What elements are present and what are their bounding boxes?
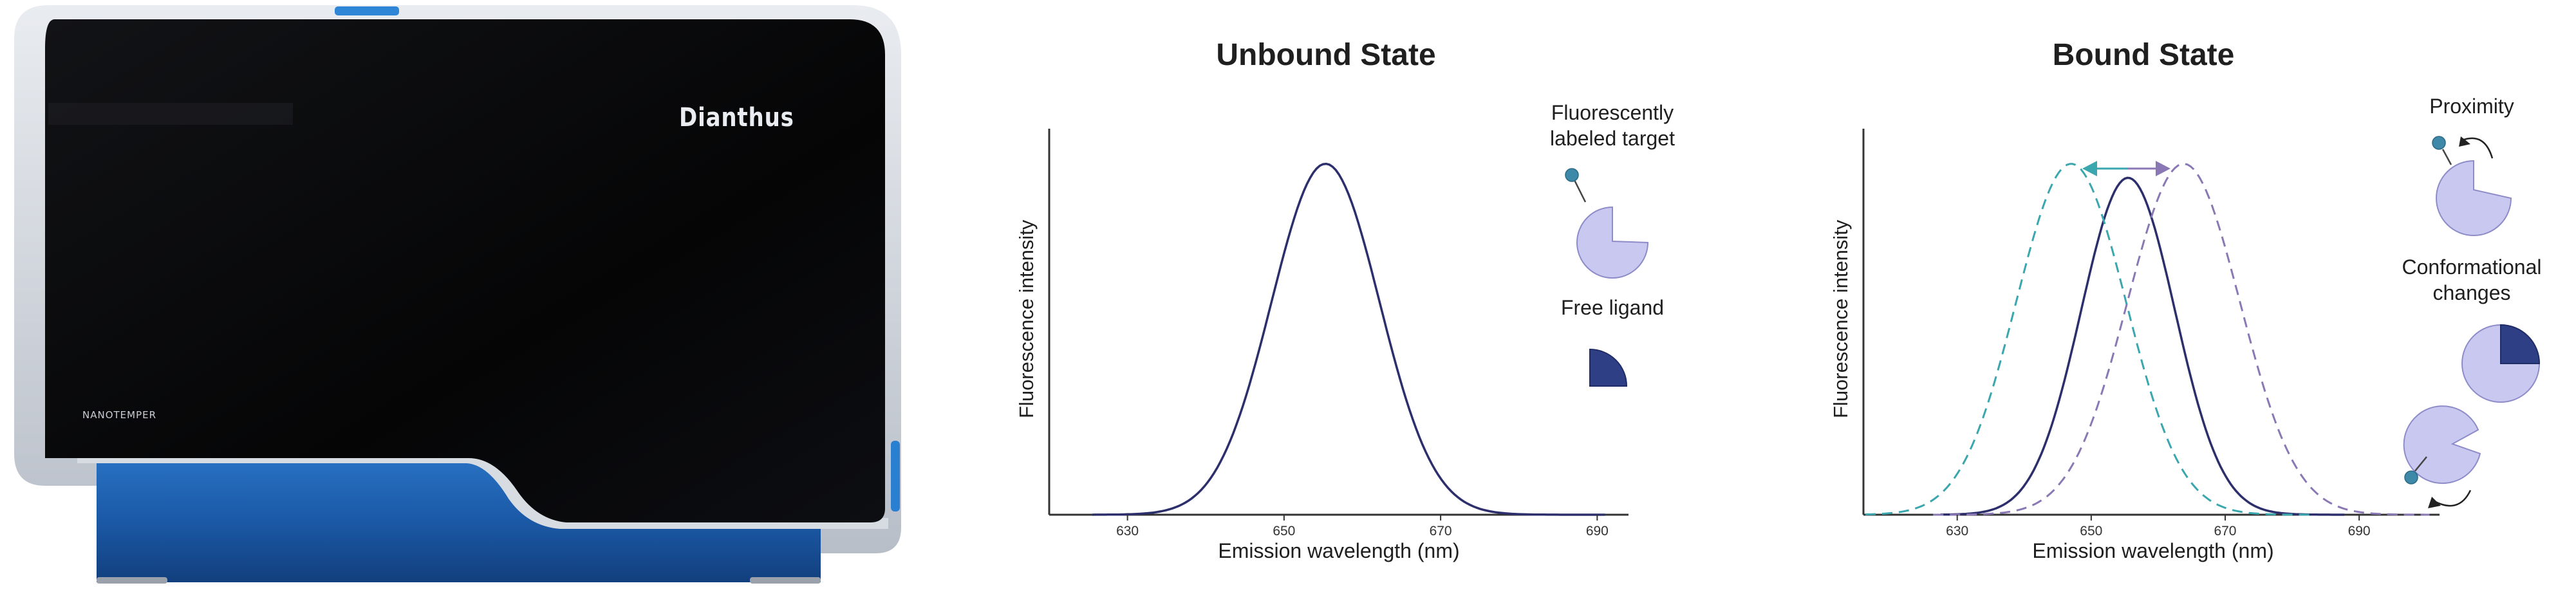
bound-tick-label: 630 <box>1946 524 1969 539</box>
free-ligand-icon <box>1589 348 1628 387</box>
bound-curve-cyan-dashed <box>1865 163 2314 516</box>
dye-linker <box>1573 180 1587 203</box>
conformational-label-line-2: changes <box>2432 281 2511 304</box>
shift-arrow-left <box>2082 161 2127 176</box>
instrument-brand-label: Dianthus <box>679 103 794 133</box>
proximity-icon <box>2432 136 2512 236</box>
conformational-dye-dot <box>2404 470 2418 484</box>
dye-dot <box>1565 168 1579 182</box>
bound-tick-label: 690 <box>2347 524 2371 539</box>
bound-curve-purple-dashed <box>1933 163 2430 516</box>
bound-curve-solid <box>1940 176 2345 516</box>
unbound-curve-solid <box>1092 162 1605 516</box>
instrument-maker-label: NANOTEMPER <box>82 409 157 421</box>
bound-tick-label: 670 <box>2214 524 2237 539</box>
bound-chart <box>1862 129 2440 516</box>
unbound-title: Unbound State <box>1216 38 1436 72</box>
bound-x-label: Emission wavelength (nm) <box>2032 539 2274 562</box>
unbound-tick-label: 670 <box>1429 524 1452 539</box>
instrument-side-led <box>891 441 900 512</box>
instrument-illustration <box>14 5 901 584</box>
instrument-base <box>97 454 821 582</box>
instrument-body <box>45 19 885 522</box>
target-label-line-2: labeled target <box>1550 127 1675 150</box>
unbound-tick-label: 690 <box>1585 524 1609 539</box>
proximity-protein-shape <box>2436 160 2512 236</box>
labeled-target-icon <box>1565 168 1649 279</box>
bound-tick-label: 650 <box>2080 524 2103 539</box>
conformational-icon <box>2403 324 2541 508</box>
unbound-x-label: Emission wavelength (nm) <box>1218 539 1460 562</box>
bound-y-label: Fluorescence intensity <box>1829 219 1852 418</box>
conformational-protein-open <box>2403 405 2481 508</box>
unbound-tick-label: 650 <box>1273 524 1296 539</box>
target-label: Fluorescently labeled target <box>1519 100 1706 151</box>
bound-title: Bound State <box>2052 38 2235 72</box>
shift-arrow-right <box>2127 161 2170 176</box>
unbound-tick-label: 630 <box>1116 524 1139 539</box>
conformational-label: Conformational changes <box>2369 254 2575 306</box>
proximity-label: Proximity <box>2429 95 2514 118</box>
conformational-protein-with-ligand <box>2461 324 2541 403</box>
free-ligand-label: Free ligand <box>1560 296 1665 319</box>
target-protein-shape <box>1576 206 1649 279</box>
proximity-dye-dot <box>2432 136 2446 150</box>
unbound-y-label: Fluorescence intensity <box>1015 219 1038 418</box>
instrument-top-accent <box>335 6 399 15</box>
conformational-label-line-1: Conformational <box>2402 255 2542 279</box>
target-label-line-1: Fluorescently <box>1551 101 1674 124</box>
unbound-chart <box>1048 129 1629 516</box>
